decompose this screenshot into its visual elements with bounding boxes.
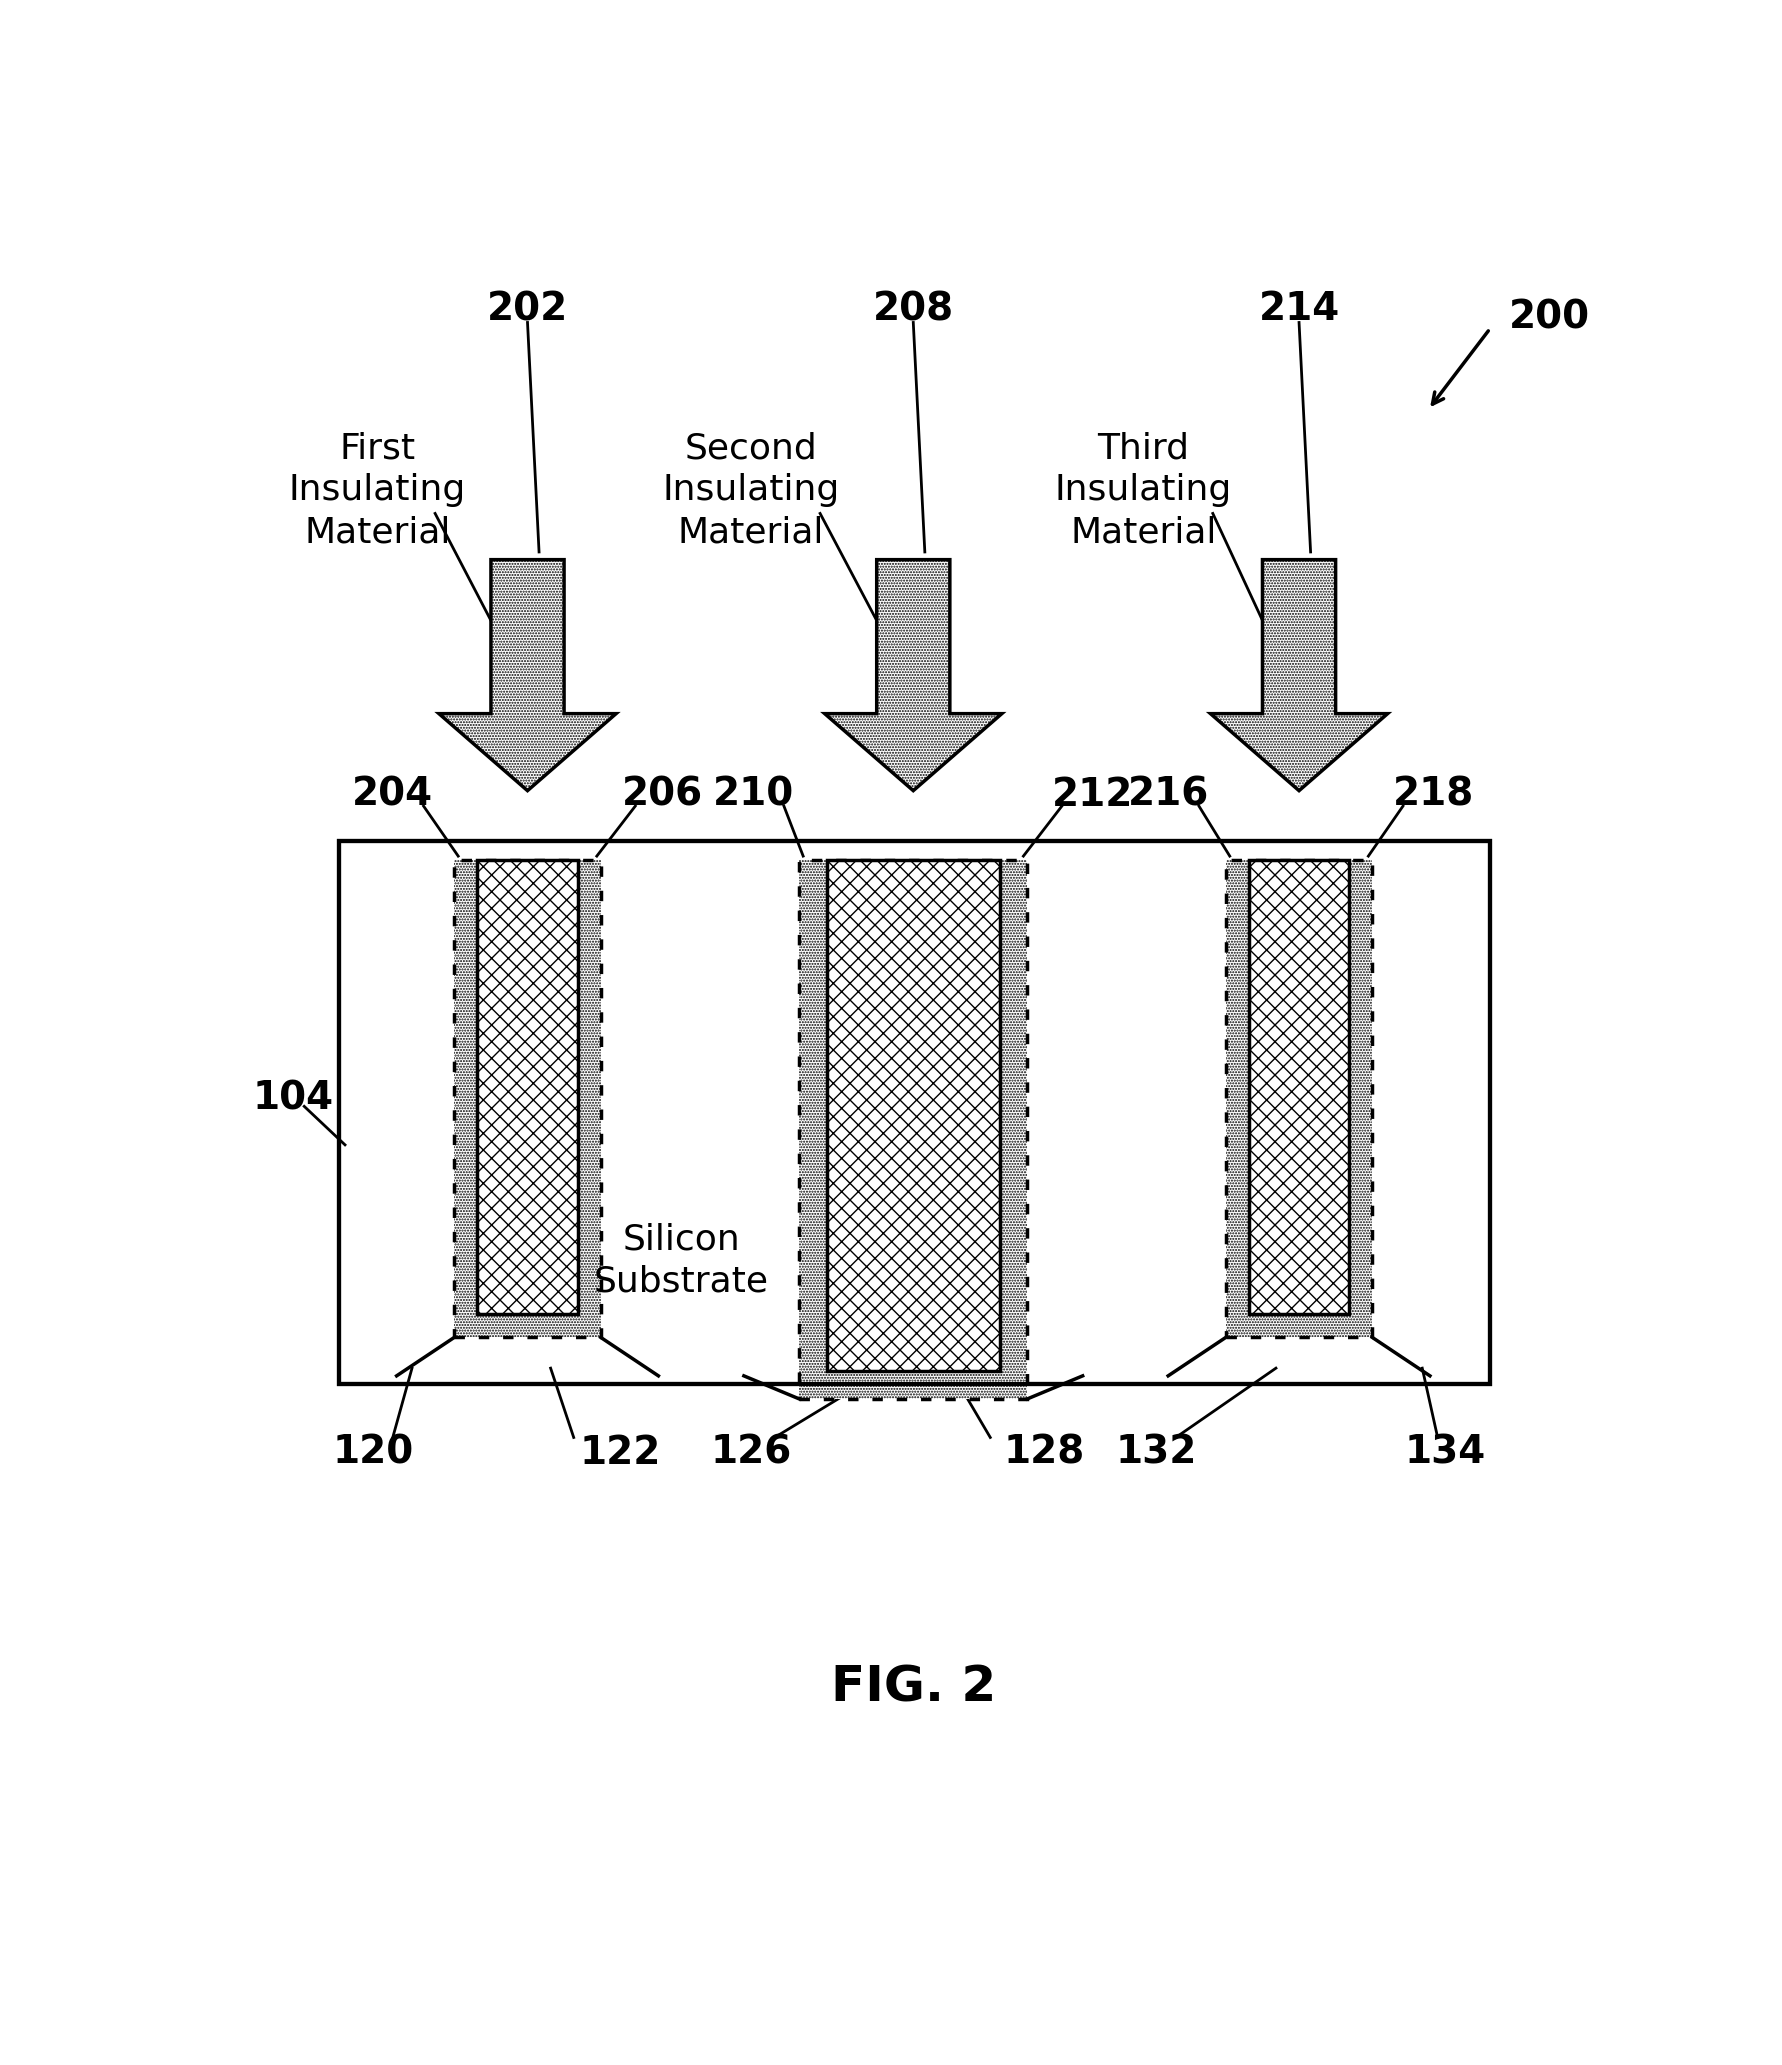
Text: 200: 200 [1509, 297, 1590, 337]
Bar [1226, 859, 1372, 1338]
Text: Third
Insulating
Material: Third Insulating Material [1055, 432, 1231, 549]
Text: 210: 210 [713, 776, 793, 814]
Text: 216: 216 [1128, 776, 1208, 814]
Bar [454, 859, 601, 1338]
Text: 104: 104 [251, 1080, 333, 1117]
Bar [478, 859, 577, 1313]
Text: 204: 204 [353, 776, 433, 814]
Bar [339, 840, 1490, 1384]
Bar [800, 859, 1026, 1398]
Text: 126: 126 [711, 1433, 793, 1472]
Text: First
Insulating
Material: First Insulating Material [289, 432, 465, 549]
Text: 214: 214 [1258, 291, 1340, 328]
Bar [454, 859, 601, 1338]
Bar [1226, 859, 1372, 1338]
Text: 202: 202 [486, 291, 568, 328]
Polygon shape [825, 560, 1001, 791]
Polygon shape [438, 560, 617, 791]
Text: 218: 218 [1394, 776, 1474, 814]
Text: 134: 134 [1404, 1433, 1486, 1472]
Text: 122: 122 [579, 1433, 661, 1472]
Text: 120: 120 [333, 1433, 413, 1472]
Bar [339, 840, 1490, 1384]
Bar [800, 859, 1026, 1398]
Text: 206: 206 [622, 776, 702, 814]
Text: 212: 212 [1051, 776, 1133, 814]
Text: Second
Insulating
Material: Second Insulating Material [663, 432, 839, 549]
Polygon shape [1210, 560, 1388, 791]
Bar [800, 859, 1026, 1398]
Bar [478, 859, 577, 1313]
Text: Silicon
Substrate: Silicon Substrate [593, 1222, 770, 1299]
Bar [827, 859, 1000, 1371]
Bar [827, 859, 1000, 1371]
Text: 132: 132 [1116, 1433, 1198, 1472]
Bar [454, 859, 601, 1338]
Bar [1249, 859, 1349, 1313]
Bar [1249, 859, 1349, 1313]
Text: 208: 208 [873, 291, 953, 328]
Bar [1226, 859, 1372, 1338]
Text: FIG. 2: FIG. 2 [830, 1664, 996, 1712]
Text: 128: 128 [1003, 1433, 1085, 1472]
